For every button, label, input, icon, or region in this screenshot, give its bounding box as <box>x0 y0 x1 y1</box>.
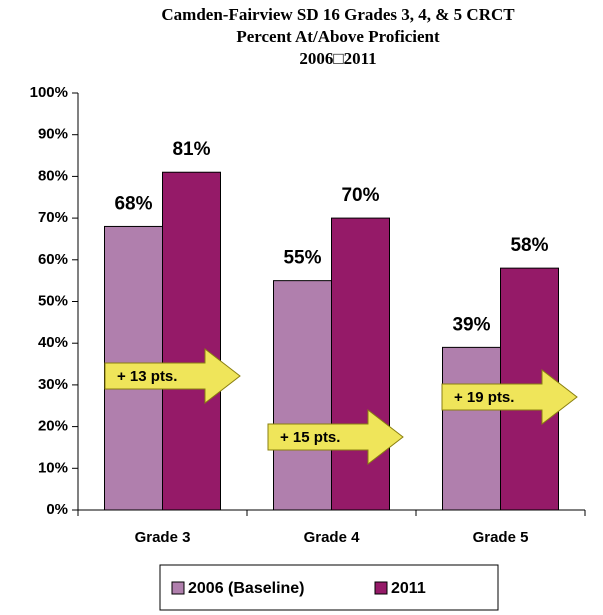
bar <box>162 171 221 511</box>
legend-label: 2011 <box>391 580 426 597</box>
y-tick-label: 90% <box>38 126 68 143</box>
value-label: 58% <box>510 235 548 256</box>
y-tick-label: 40% <box>38 334 68 351</box>
value-label: 81% <box>172 139 210 160</box>
y-tick-label: 100% <box>30 84 68 101</box>
y-tick-label: 70% <box>38 209 68 226</box>
y-tick-label: 50% <box>38 292 68 309</box>
legend-box <box>159 564 499 611</box>
x-tick-label: Grade 5 <box>473 529 529 546</box>
y-tick-label: 20% <box>38 418 68 435</box>
legend-label: 2006 (Baseline) <box>188 580 305 597</box>
value-label: 55% <box>283 248 321 269</box>
chart-title: 2006□2011 <box>299 49 376 68</box>
annotation-arrow <box>441 368 578 426</box>
chart-title: Camden-Fairview SD 16 Grades 3, 4, & 5 C… <box>161 5 515 24</box>
annotation-arrow <box>267 408 404 466</box>
value-label: 68% <box>114 193 152 214</box>
bar <box>331 217 390 511</box>
chart-title: Percent At/Above Proficient <box>236 27 440 46</box>
annotation: + 19 pts. <box>454 389 514 406</box>
x-tick-label: Grade 4 <box>304 529 361 546</box>
annotation: + 13 pts. <box>117 368 177 385</box>
bar <box>442 346 501 511</box>
value-label: 70% <box>341 185 379 206</box>
value-label: 39% <box>452 314 490 335</box>
x-tick-label: Grade 3 <box>135 529 191 546</box>
legend-swatch <box>171 581 185 595</box>
annotation: + 15 pts. <box>280 429 340 446</box>
bar <box>273 280 332 511</box>
annotation-arrow <box>104 347 241 405</box>
y-tick-label: 0% <box>46 501 68 518</box>
y-tick-label: 80% <box>38 167 68 184</box>
legend-swatch <box>374 581 388 595</box>
y-tick-label: 30% <box>38 376 68 393</box>
y-tick-label: 10% <box>38 459 68 476</box>
y-tick-label: 60% <box>38 251 68 268</box>
